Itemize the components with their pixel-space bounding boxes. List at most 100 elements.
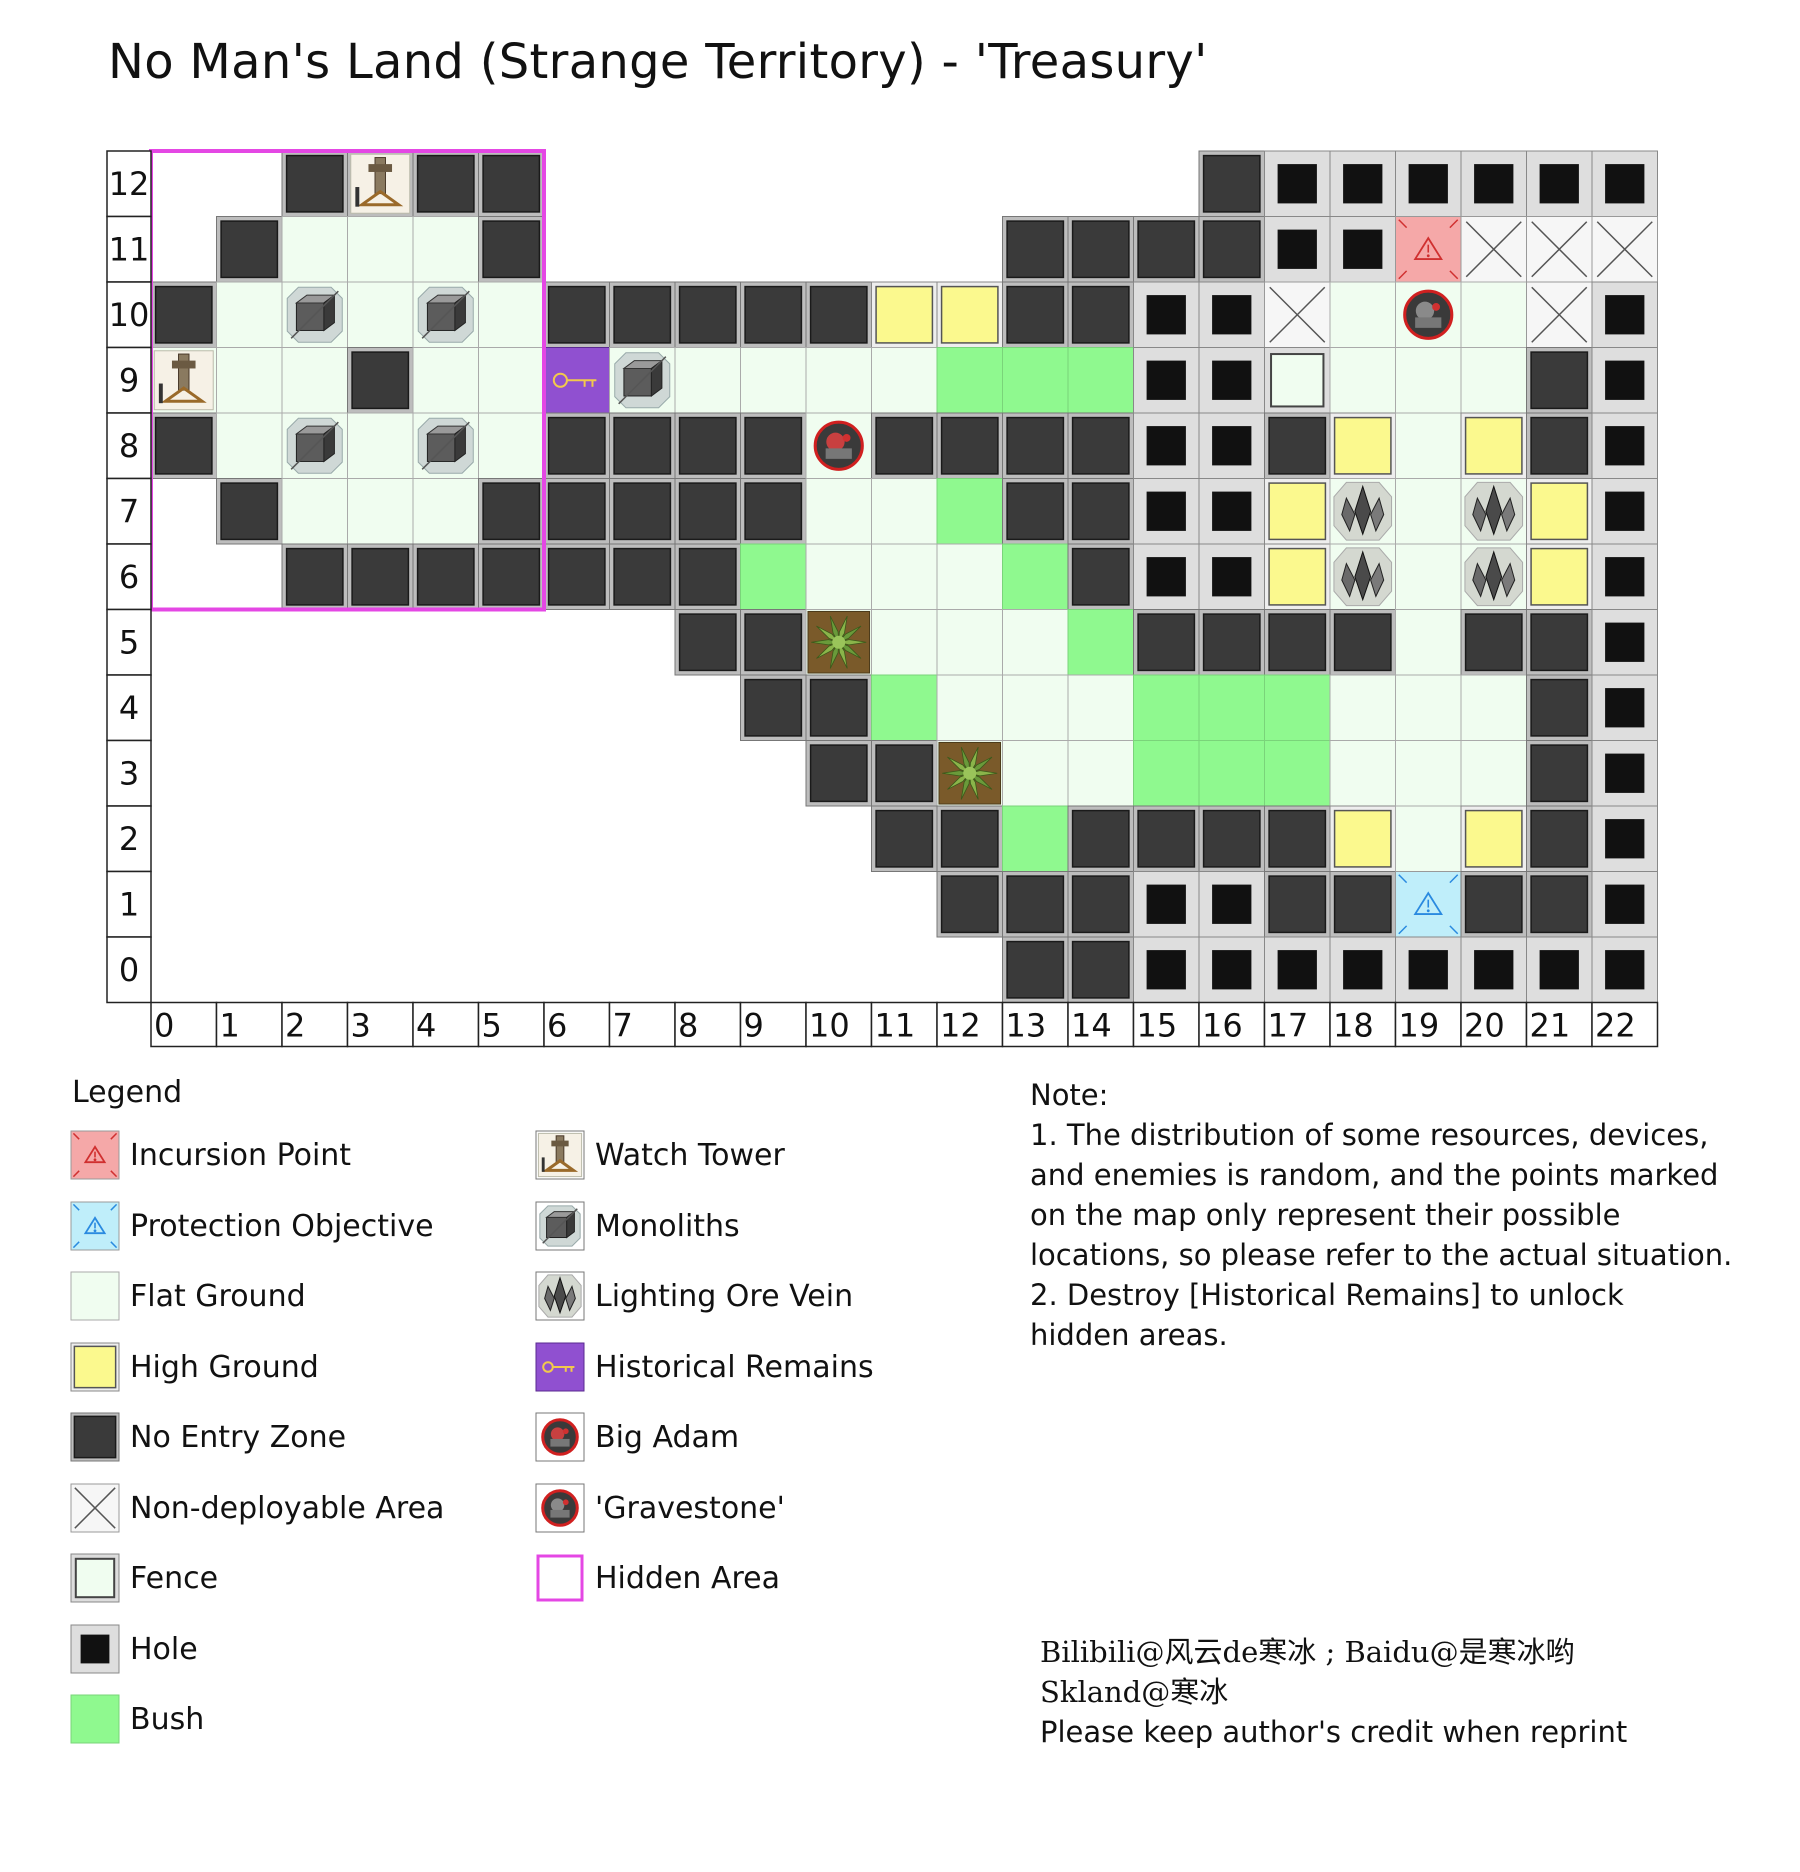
flat-ground-tile bbox=[412, 216, 479, 283]
y-axis-label: 3 bbox=[119, 754, 139, 792]
x-axis-cell bbox=[674, 1001, 742, 1048]
incursion-point-swatch bbox=[70, 1130, 120, 1180]
protection-objective-swatch bbox=[70, 1201, 120, 1250]
legend-item-incursion-point: Incursion Point bbox=[70, 1130, 510, 1182]
no-entry-zone-tile bbox=[1264, 609, 1331, 676]
bush-tile bbox=[1067, 609, 1134, 676]
incursion-point-tile bbox=[70, 1130, 120, 1180]
x-axis-cell bbox=[1591, 1001, 1659, 1048]
no-entry-zone-tile bbox=[805, 281, 872, 348]
ore-vein-icon bbox=[1333, 481, 1393, 541]
y-axis-label: 8 bbox=[119, 427, 139, 465]
no-entry-zone-tile bbox=[1198, 216, 1265, 283]
hole-tile bbox=[1526, 936, 1593, 1003]
flat-ground-tile bbox=[70, 1271, 120, 1321]
non-deployable-area-swatch bbox=[70, 1483, 120, 1532]
fence-tile bbox=[70, 1553, 120, 1603]
flat-ground-tile bbox=[674, 347, 741, 414]
monolith-swatch bbox=[535, 1201, 585, 1250]
x-axis-cell bbox=[936, 1001, 1004, 1048]
high-ground-swatch bbox=[70, 1342, 120, 1391]
legend-item-no-entry-zone: No Entry Zone bbox=[70, 1412, 510, 1464]
legend-label: 'Gravestone' bbox=[595, 1490, 785, 1526]
flat-ground-tile bbox=[871, 478, 938, 545]
y-axis-cell bbox=[106, 805, 152, 873]
hole-tile bbox=[1329, 216, 1396, 283]
x-axis-label: 21 bbox=[1530, 1007, 1571, 1045]
high-ground-tile bbox=[871, 281, 938, 348]
x-axis: 0 1 2 3 4 5 6 7 8 9 10 11 12 13 14 15 16 17 18 19 20 21 22 bbox=[150, 1001, 1659, 1048]
hole-tile bbox=[1591, 412, 1658, 479]
flat-ground-tile bbox=[805, 478, 872, 545]
flat-ground-tile bbox=[1395, 347, 1462, 414]
no-entry-zone-tile bbox=[1067, 412, 1134, 479]
x-axis-cell bbox=[281, 1001, 349, 1048]
hidden-area-swatch bbox=[536, 1554, 584, 1602]
hole-tile bbox=[1198, 936, 1265, 1003]
non-deployable-area-tile bbox=[1460, 216, 1527, 283]
no-entry-zone-tile bbox=[740, 478, 807, 545]
legend-label: Incursion Point bbox=[130, 1138, 352, 1173]
hole-tile bbox=[1591, 805, 1658, 872]
hole-tile bbox=[1591, 871, 1658, 938]
hole-tile bbox=[1460, 936, 1527, 1003]
bush-tile bbox=[871, 674, 938, 741]
non-deployable-area-tile bbox=[70, 1483, 120, 1532]
no-entry-zone-tile bbox=[1198, 609, 1265, 676]
no-entry-zone-tile bbox=[1133, 805, 1200, 872]
note-line: hidden areas. bbox=[1030, 1318, 1228, 1352]
legend-label: Watch Tower bbox=[595, 1138, 785, 1173]
flat-ground-tile bbox=[1395, 609, 1462, 676]
legend-label: Hidden Area bbox=[595, 1561, 781, 1596]
x-axis-cell bbox=[215, 1001, 283, 1048]
high-ground-tile bbox=[1526, 543, 1593, 610]
bush-tile bbox=[1002, 543, 1069, 610]
no-entry-zone-tile bbox=[1329, 871, 1396, 938]
gravestone-icon bbox=[541, 1488, 579, 1527]
high-ground-tile bbox=[1264, 478, 1331, 545]
x-axis-label: 17 bbox=[1268, 1007, 1309, 1045]
flat-ground-tile bbox=[1329, 281, 1396, 348]
legend-item-hole: Hole bbox=[70, 1624, 510, 1676]
hole-tile bbox=[1133, 543, 1200, 610]
flat-ground-tile bbox=[216, 281, 283, 348]
flat-ground-tile bbox=[216, 412, 283, 479]
flat-ground-tile bbox=[936, 543, 1003, 610]
hole-tile bbox=[1264, 936, 1331, 1003]
map-objects bbox=[153, 153, 1524, 805]
high-ground-tile bbox=[1460, 805, 1527, 872]
no-entry-zone-swatch bbox=[70, 1412, 120, 1462]
no-entry-zone-tile bbox=[1264, 871, 1331, 938]
hole-tile bbox=[1133, 478, 1200, 545]
legend-item-protection-objective: Protection Objective bbox=[70, 1201, 510, 1253]
no-entry-zone-tile bbox=[281, 150, 348, 217]
no-entry-zone-tile bbox=[1526, 347, 1593, 414]
x-axis-label: 13 bbox=[1006, 1007, 1047, 1045]
flat-ground-tile bbox=[1395, 478, 1462, 545]
legend-label: Fence bbox=[130, 1561, 219, 1596]
no-entry-zone-tile bbox=[478, 543, 545, 610]
legend-item-fence: Fence bbox=[70, 1553, 510, 1605]
x-axis-cell bbox=[412, 1001, 480, 1048]
ore-vein-icon bbox=[1333, 547, 1393, 607]
y-axis-label: 11 bbox=[109, 230, 150, 268]
note-line: 2. Destroy [Historical Remains] to unloc… bbox=[1030, 1278, 1624, 1312]
x-axis-cell bbox=[150, 1001, 218, 1048]
x-axis-cell bbox=[1394, 1001, 1462, 1048]
hole-tile bbox=[1329, 150, 1396, 217]
hole-tile bbox=[1591, 543, 1658, 610]
ore-vein-swatch bbox=[535, 1271, 585, 1321]
hole-tile bbox=[1133, 871, 1200, 938]
flat-ground-tile bbox=[936, 609, 1003, 676]
bush-tile bbox=[1002, 347, 1069, 414]
bush-tile bbox=[936, 478, 1003, 545]
legend-label: Protection Objective bbox=[130, 1208, 434, 1244]
hidden-area-tile bbox=[536, 1554, 584, 1602]
bush-tile bbox=[1133, 740, 1200, 807]
hole-tile bbox=[1460, 150, 1527, 217]
fence-swatch bbox=[70, 1553, 120, 1603]
y-axis-label: 7 bbox=[119, 492, 139, 530]
no-entry-zone-tile bbox=[1526, 805, 1593, 872]
flat-ground-tile bbox=[347, 281, 414, 348]
no-entry-zone-tile bbox=[1002, 281, 1069, 348]
